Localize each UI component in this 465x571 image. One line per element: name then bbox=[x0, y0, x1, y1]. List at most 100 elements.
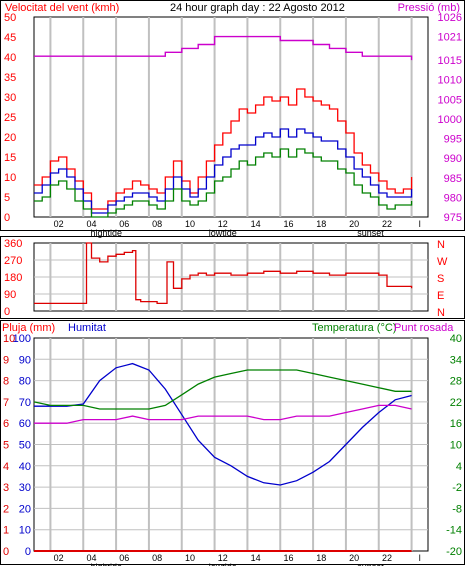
rain-axis-title: Pluja (mm) bbox=[2, 322, 55, 334]
humidity-x-annotation: hightide bbox=[90, 562, 122, 566]
pressure-y-tick-label: 1000 bbox=[438, 114, 462, 126]
rain-y-tick-label: 6 bbox=[3, 418, 9, 430]
wind-x-annotation: sunset bbox=[357, 228, 384, 238]
humidity-y-tick-label: 60 bbox=[19, 418, 31, 430]
direction-letter-label: W bbox=[437, 256, 448, 268]
wind-y-tick-label: 15 bbox=[4, 152, 16, 164]
humidity-x-tick-label: 12 bbox=[218, 553, 228, 563]
humidity-x-annotation: lowtide bbox=[209, 562, 237, 566]
wind-x-tick-label: 10 bbox=[185, 219, 195, 229]
wind-y-tick-label: 45 bbox=[4, 32, 16, 44]
humidity-y-tick-label: 90 bbox=[19, 354, 31, 366]
wind-x-tick-label: 02 bbox=[54, 219, 64, 229]
wind-gust-series-line bbox=[34, 88, 413, 210]
wind-axis-title: Velocitat del vent (kmh) bbox=[5, 2, 119, 14]
wind-plot-area bbox=[33, 16, 429, 218]
humidity-x-tick-label: 08 bbox=[152, 553, 162, 563]
wind-x-annotation: lowtide bbox=[209, 228, 237, 238]
pressure-y-tick-label: 995 bbox=[444, 134, 462, 146]
rain-y-tick-label: 7 bbox=[3, 397, 9, 409]
temperature-series-line bbox=[33, 369, 412, 410]
temperature-y-tick-label: 4 bbox=[456, 461, 462, 473]
humidity-y-tick-label: 0 bbox=[25, 546, 31, 558]
temperature-y-tick-label: -2 bbox=[452, 482, 462, 494]
wind-min-series-line bbox=[34, 148, 413, 218]
humidity-x-tick-label: 14 bbox=[251, 553, 261, 563]
wind-x-tick-label: 04 bbox=[86, 219, 96, 229]
humidity-x-tick-label: 22 bbox=[382, 553, 392, 563]
pressure-y-tick-label: 1015 bbox=[438, 55, 462, 67]
temperature-y-tick-label: 16 bbox=[450, 418, 462, 430]
humidity-y-tick-label: 30 bbox=[19, 482, 31, 494]
wind-x-tick-label: 06 bbox=[119, 219, 129, 229]
chart-title: 24 hour graph day : 22 Agosto 2012 bbox=[170, 2, 345, 14]
pressure-y-tick-label: 990 bbox=[444, 153, 462, 165]
wind-avg-series-line bbox=[34, 128, 413, 214]
rain-y-tick-label: 9 bbox=[3, 354, 9, 366]
wind-y-tick-label: 5 bbox=[4, 192, 10, 204]
wind-y-tick-label: 0 bbox=[4, 212, 10, 224]
wind-y-tick-label: 50 bbox=[4, 12, 16, 24]
humidity-x-tick-label: 06 bbox=[119, 553, 129, 563]
direction-letter-label: N bbox=[437, 239, 445, 251]
wind-y-tick-label: 20 bbox=[4, 132, 16, 144]
humidity-y-tick-label: 100 bbox=[13, 333, 31, 345]
wind-y-tick-label: 40 bbox=[4, 52, 16, 64]
pressure-y-tick-label: 1005 bbox=[438, 94, 462, 106]
wind-x-tick-label: 16 bbox=[283, 219, 293, 229]
humidity-x-tick-label: 10 bbox=[185, 553, 195, 563]
rain-y-tick-label: 1 bbox=[3, 525, 9, 537]
humidity-temperature-plot: 0123456789100102030405060708090100-20-14… bbox=[3, 333, 462, 571]
dew-point-series-line bbox=[34, 404, 412, 424]
wind-x-tick-label: 08 bbox=[152, 219, 162, 229]
wind-x-tick-label: 14 bbox=[251, 219, 261, 229]
pressure-axis-title: Pressió (mb) bbox=[398, 2, 460, 14]
pressure-y-tick-label: 980 bbox=[444, 192, 462, 204]
humidity-y-tick-label: 40 bbox=[19, 461, 31, 473]
temperature-y-tick-label: 22 bbox=[450, 397, 462, 409]
humidity-x-tick-label: 18 bbox=[316, 553, 326, 563]
direction-letter-label: S bbox=[437, 273, 444, 285]
wind-x-tick-label: 22 bbox=[382, 219, 392, 229]
wind-direction-series-line bbox=[34, 242, 413, 305]
wind-x-tick-label: 18 bbox=[316, 219, 326, 229]
pressure-y-tick-label: 975 bbox=[444, 212, 462, 224]
direction-letter-label: N bbox=[437, 307, 445, 319]
pressure-y-tick-label: 1021 bbox=[438, 32, 462, 44]
pressure-series-line bbox=[34, 35, 413, 61]
direction-letter-label: E bbox=[437, 290, 444, 302]
humidity-series-line bbox=[34, 362, 412, 486]
wind-x-annotation: hightide bbox=[90, 228, 122, 238]
wind-x-tick-label: 12 bbox=[218, 219, 228, 229]
humidity-x-tick-label: 02 bbox=[54, 553, 64, 563]
temperature-y-tick-label: -20 bbox=[446, 546, 462, 558]
direction-y-tick-label: 0 bbox=[4, 306, 10, 318]
pressure-y-tick-label: 985 bbox=[444, 173, 462, 185]
wind-pressure-plot: 0510152025303540455097598098599099510001… bbox=[4, 12, 462, 238]
humidity-x-tick-label: 20 bbox=[349, 553, 359, 563]
temperature-y-tick-label: -8 bbox=[452, 503, 462, 515]
direction-y-tick-label: 270 bbox=[4, 255, 22, 267]
humidity-y-tick-label: 70 bbox=[19, 397, 31, 409]
humidity-x-tick-label: 16 bbox=[283, 553, 293, 563]
dew-point-axis-title: Punt rosada bbox=[394, 322, 454, 334]
temperature-axis-title: Temperatura (°C) bbox=[312, 322, 396, 334]
humidity-x-tick-label: l bbox=[419, 553, 421, 563]
humidity-x-annotation: sunset bbox=[357, 562, 384, 566]
rain-y-tick-label: 4 bbox=[3, 461, 9, 473]
humidity-y-tick-label: 50 bbox=[19, 440, 31, 452]
humidity-y-tick-label: 20 bbox=[19, 503, 31, 515]
humidity-axis-title: Humitat bbox=[68, 322, 106, 334]
rain-y-tick-label: 5 bbox=[3, 440, 9, 452]
rain-y-tick-label: 10 bbox=[3, 333, 15, 345]
rain-y-tick-label: 0 bbox=[3, 546, 9, 558]
direction-y-tick-label: 360 bbox=[4, 238, 22, 250]
rain-y-tick-label: 8 bbox=[3, 376, 9, 388]
wind-y-tick-label: 10 bbox=[4, 172, 16, 184]
temperature-y-tick-label: -14 bbox=[446, 525, 462, 537]
humidity-y-tick-label: 80 bbox=[19, 376, 31, 388]
wind-x-tick-label: l bbox=[419, 219, 421, 229]
